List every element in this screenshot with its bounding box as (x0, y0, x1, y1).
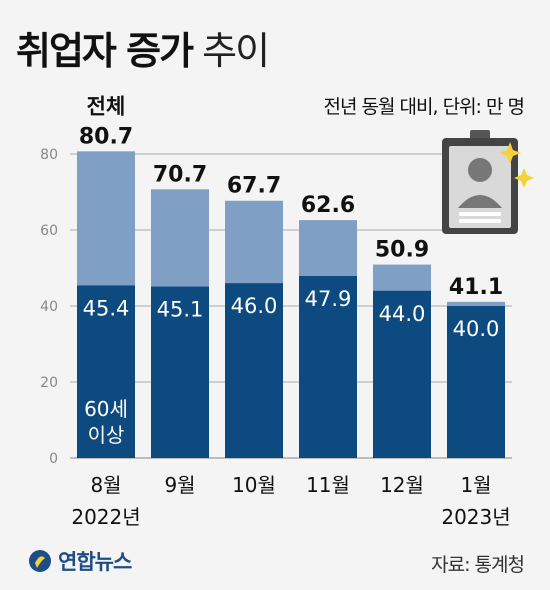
sparkle-icon (500, 142, 534, 188)
bar-60-plus (299, 275, 357, 458)
x-category-label: 12월 (380, 473, 424, 497)
data-label-total: 80.7 (79, 124, 133, 149)
y-tick-label: 0 (49, 451, 58, 467)
title-bold: 취업자 증가 (16, 29, 194, 73)
x-category-label: 10월 (232, 473, 276, 497)
data-label-60-plus: 40.0 (453, 317, 500, 341)
bar-60-plus (77, 285, 135, 458)
data-label-total: 62.6 (301, 193, 355, 218)
data-label-total: 50.9 (375, 238, 429, 263)
data-label-60-plus: 45.1 (157, 298, 204, 322)
bar-60-plus (225, 283, 283, 458)
yonhap-logo-icon (29, 550, 51, 572)
chart-title: 취업자 증가 추이 (16, 20, 270, 75)
y-tick-label: 20 (40, 375, 58, 391)
x-category-label: 1월 (460, 473, 491, 497)
total-header-label: 전체 (87, 94, 126, 118)
y-tick-label: 40 (40, 299, 58, 315)
y-tick-label: 80 (40, 147, 58, 163)
series-label: 이상 (88, 423, 125, 447)
data-label-total: 41.1 (449, 275, 503, 300)
x-year-label: 2023년 (441, 505, 510, 529)
unit-note: 전년 동월 대비, 단위: 만 명 (323, 96, 525, 118)
data-label-60-plus: 45.4 (83, 296, 130, 320)
bar-60-plus (151, 286, 209, 458)
data-label-total: 70.7 (153, 162, 207, 187)
data-label-60-plus: 44.0 (379, 302, 426, 326)
x-category-label: 8월 (90, 473, 121, 497)
yonhap-logo: 연합뉴스 (28, 546, 132, 576)
source-note: 자료: 통계청 (431, 554, 525, 576)
x-category-label: 9월 (164, 473, 195, 497)
x-year-label: 2022년 (71, 505, 140, 529)
data-label-total: 67.7 (227, 174, 281, 199)
data-label-60-plus: 46.0 (231, 294, 278, 318)
x-category-label: 11월 (306, 473, 350, 497)
bar-60-plus (447, 306, 505, 458)
y-tick-label: 60 (40, 223, 58, 239)
series-label: 60세 (84, 397, 128, 421)
title-light: 추이 (202, 29, 270, 73)
data-label-60-plus: 47.9 (305, 287, 352, 311)
id-card-icon (440, 130, 540, 244)
logo-text: 연합뉴스 (58, 550, 132, 574)
bar-60-plus (373, 290, 431, 458)
